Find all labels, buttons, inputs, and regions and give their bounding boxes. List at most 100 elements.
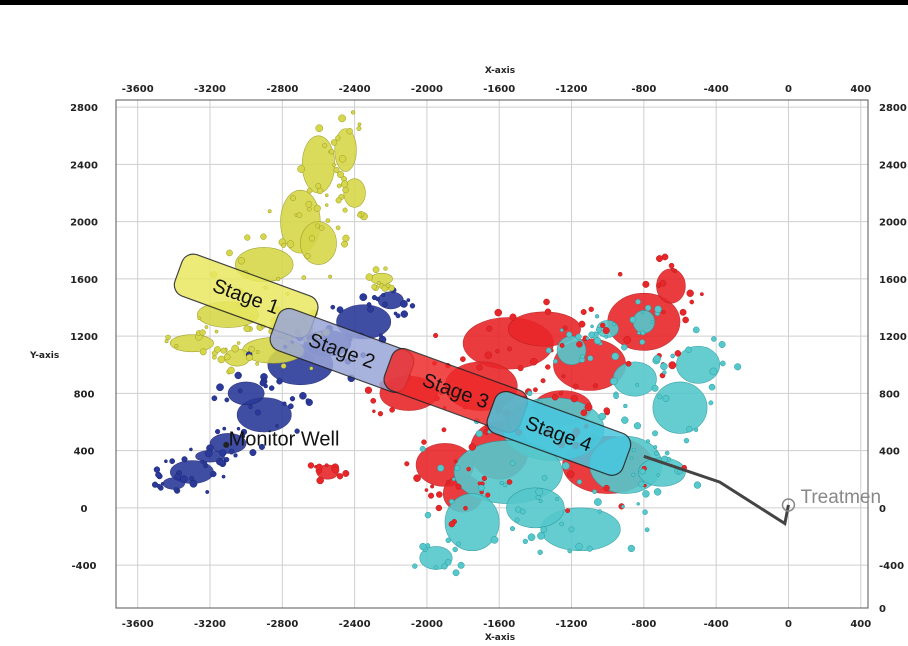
event-point-cyan-0-5 <box>562 462 570 470</box>
y-tick-right-7: 0 <box>879 504 886 515</box>
event-point-red-11-4 <box>336 473 344 480</box>
event-point-yellow-0-4 <box>217 355 226 364</box>
event-point-yellow-9-4 <box>371 284 378 290</box>
event-point-blue-0-2 <box>382 301 388 308</box>
event-point-cyan-5-8 <box>567 548 573 554</box>
x-tick-top-4: -2000 <box>411 84 443 95</box>
plot-frame <box>115 99 869 609</box>
event-point-cyan-7-1 <box>621 344 628 351</box>
event-point-blue-2-3 <box>237 388 243 394</box>
cloud-red-9 <box>507 311 581 347</box>
event-point-red-10-3 <box>558 391 563 396</box>
event-point-red-12-9 <box>463 505 468 511</box>
event-point-cyan-9-0 <box>568 526 575 533</box>
event-point-cyan-7-0 <box>657 394 663 400</box>
event-point-red-0-2 <box>543 298 550 306</box>
event-point-cyan-6-5 <box>734 363 742 371</box>
event-point-red-11-9 <box>324 463 329 468</box>
event-point-cyan-10-8 <box>629 456 634 461</box>
x-tick-top-9: 0 <box>785 84 792 95</box>
event-point-yellow-5-8 <box>212 354 217 360</box>
event-point-blue-4-1 <box>189 479 198 488</box>
treatment-well-label: Treatmen <box>800 487 881 508</box>
event-point-red-0-5 <box>509 313 517 321</box>
event-point-blue-9-2 <box>248 404 253 410</box>
event-point-red-1-3 <box>484 351 493 359</box>
event-point-cyan-2-0 <box>499 480 504 486</box>
event-point-cyan-8-4 <box>444 559 452 566</box>
event-point-blue-4-8 <box>155 471 162 478</box>
event-point-yellow-1-0 <box>324 193 329 198</box>
event-point-red-7-6 <box>565 508 571 514</box>
y-tick-right-0: 2800 <box>879 103 907 114</box>
event-point-blue-8-2 <box>367 305 374 313</box>
event-point-blue-2-6 <box>305 398 311 403</box>
event-point-red-2-4 <box>372 409 376 414</box>
event-point-red-10-5 <box>584 403 593 412</box>
event-point-yellow-2-7 <box>325 218 331 223</box>
y-tick-left-6: 400 <box>74 447 95 458</box>
event-point-cyan-13-4 <box>637 331 641 335</box>
event-point-cyan-11-3 <box>566 331 573 338</box>
event-point-red-11-0 <box>316 476 324 485</box>
event-point-cyan-11-5 <box>587 355 594 362</box>
event-point-cyan-6-3 <box>708 383 716 391</box>
x-tick-top-5: -1600 <box>483 84 515 95</box>
x-tick-top-1: -3200 <box>194 84 226 95</box>
event-point-cyan-5-2 <box>592 489 597 495</box>
event-point-cyan-13-3 <box>639 339 646 345</box>
event-point-cyan-8-0 <box>433 565 439 571</box>
event-point-cyan-4-3 <box>662 370 667 375</box>
event-point-red-0-8 <box>494 308 503 317</box>
event-point-cyan-4-2 <box>660 362 668 371</box>
event-point-yellow-1-7 <box>324 203 329 207</box>
event-point-yellow-8-9 <box>220 347 227 354</box>
event-point-cyan-9-2 <box>559 521 564 527</box>
event-point-red-6-2 <box>436 491 443 498</box>
event-point-cyan-7-7 <box>613 393 619 400</box>
event-point-yellow-2-5 <box>286 240 295 248</box>
treatment-well-marker <box>781 498 796 512</box>
event-point-cyan-5-1 <box>515 506 522 513</box>
event-point-red-4-7 <box>559 342 565 348</box>
stage-label-box-4 <box>486 390 632 476</box>
event-point-blue-9-5 <box>268 385 275 391</box>
event-point-yellow-4-0 <box>243 325 251 332</box>
event-point-red-12-4 <box>424 488 429 492</box>
event-point-blue-2-8 <box>294 428 300 434</box>
event-point-red-8-1 <box>686 289 694 297</box>
event-point-cyan-3-6 <box>638 481 645 488</box>
x-tick-bottom-5: -1600 <box>483 619 515 630</box>
x-tick-bottom-1: -3200 <box>194 619 226 630</box>
event-point-red-0-9 <box>545 364 551 370</box>
event-point-cyan-13-7 <box>640 310 645 314</box>
event-point-red-2-5 <box>370 397 377 404</box>
y-tick-left-7: 0 <box>81 504 88 515</box>
event-point-cyan-10-0 <box>693 481 702 489</box>
event-point-cyan-10-4 <box>639 468 646 475</box>
event-point-yellow-1-6 <box>338 155 347 163</box>
event-point-cyan-3-1 <box>621 504 625 509</box>
event-point-cyan-4-4 <box>652 430 658 437</box>
y-tick-right-5: 800 <box>879 389 900 400</box>
event-point-red-3-5 <box>642 280 650 288</box>
event-point-cyan-9-3 <box>555 496 560 502</box>
event-point-blue-8-1 <box>381 292 386 298</box>
cloud-cyan-2 <box>444 493 500 552</box>
event-point-yellow-7-1 <box>356 126 362 131</box>
event-point-red-9-7 <box>602 327 610 335</box>
event-point-red-6-6 <box>428 492 435 499</box>
event-point-blue-3-9 <box>233 453 238 458</box>
event-point-cyan-9-5 <box>502 482 508 488</box>
y-tick-right-9: 0 <box>879 604 886 615</box>
event-point-red-4-2 <box>551 394 559 401</box>
event-point-yellow-7-2 <box>332 162 337 167</box>
event-point-blue-4-7 <box>210 470 217 478</box>
event-point-yellow-2-3 <box>267 209 272 214</box>
event-point-red-9-1 <box>578 320 586 328</box>
event-point-cyan-6-2 <box>685 346 692 353</box>
x-tick-top-2: -2800 <box>266 84 298 95</box>
event-point-cyan-12-6 <box>588 331 595 338</box>
event-point-cyan-13-0 <box>629 316 637 324</box>
event-clouds <box>162 128 721 570</box>
